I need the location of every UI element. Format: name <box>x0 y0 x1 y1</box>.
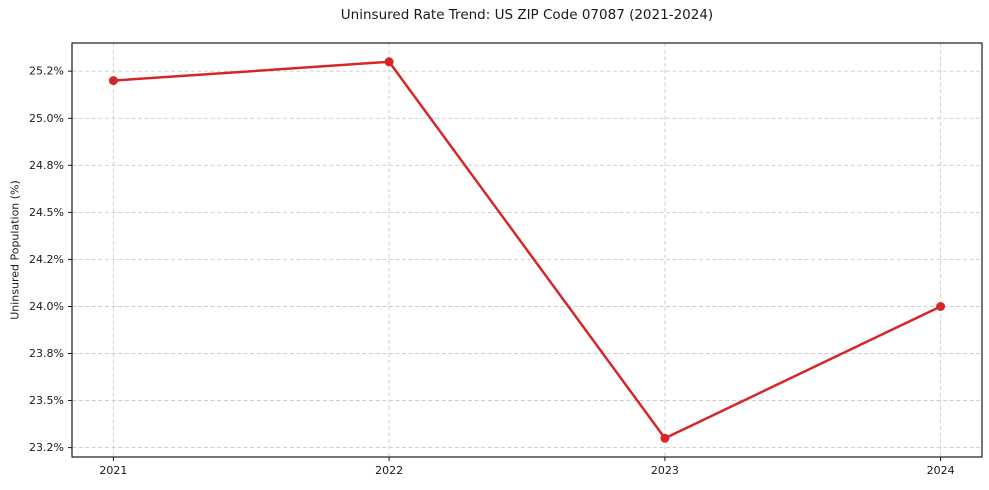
data-point-2022 <box>384 57 394 67</box>
x-tick-label: 2024 <box>927 464 955 477</box>
y-tick-label: 23.8% <box>29 347 64 360</box>
y-tick-label: 25.0% <box>29 112 64 125</box>
data-point-2021 <box>108 76 118 86</box>
x-tick-label: 2022 <box>375 464 403 477</box>
y-tick-label: 24.0% <box>29 300 64 313</box>
data-point-2024 <box>936 302 946 311</box>
x-tick-label: 2023 <box>651 464 679 477</box>
y-tick-label: 24.2% <box>29 253 64 266</box>
y-tick-label: 23.2% <box>29 441 64 454</box>
y-tick-label: 24.5% <box>29 206 64 219</box>
y-tick-label: 24.8% <box>29 159 64 172</box>
x-tick-label: 2021 <box>99 464 127 477</box>
plot-border <box>71 42 983 458</box>
data-point-2023 <box>660 433 670 443</box>
chart-title: Uninsured Rate Trend: US ZIP Code 07087 … <box>340 7 714 23</box>
y-tick-label: 23.5% <box>29 394 64 407</box>
trend-line <box>112 60 942 440</box>
y-tick-label: 25.2% <box>29 65 64 78</box>
